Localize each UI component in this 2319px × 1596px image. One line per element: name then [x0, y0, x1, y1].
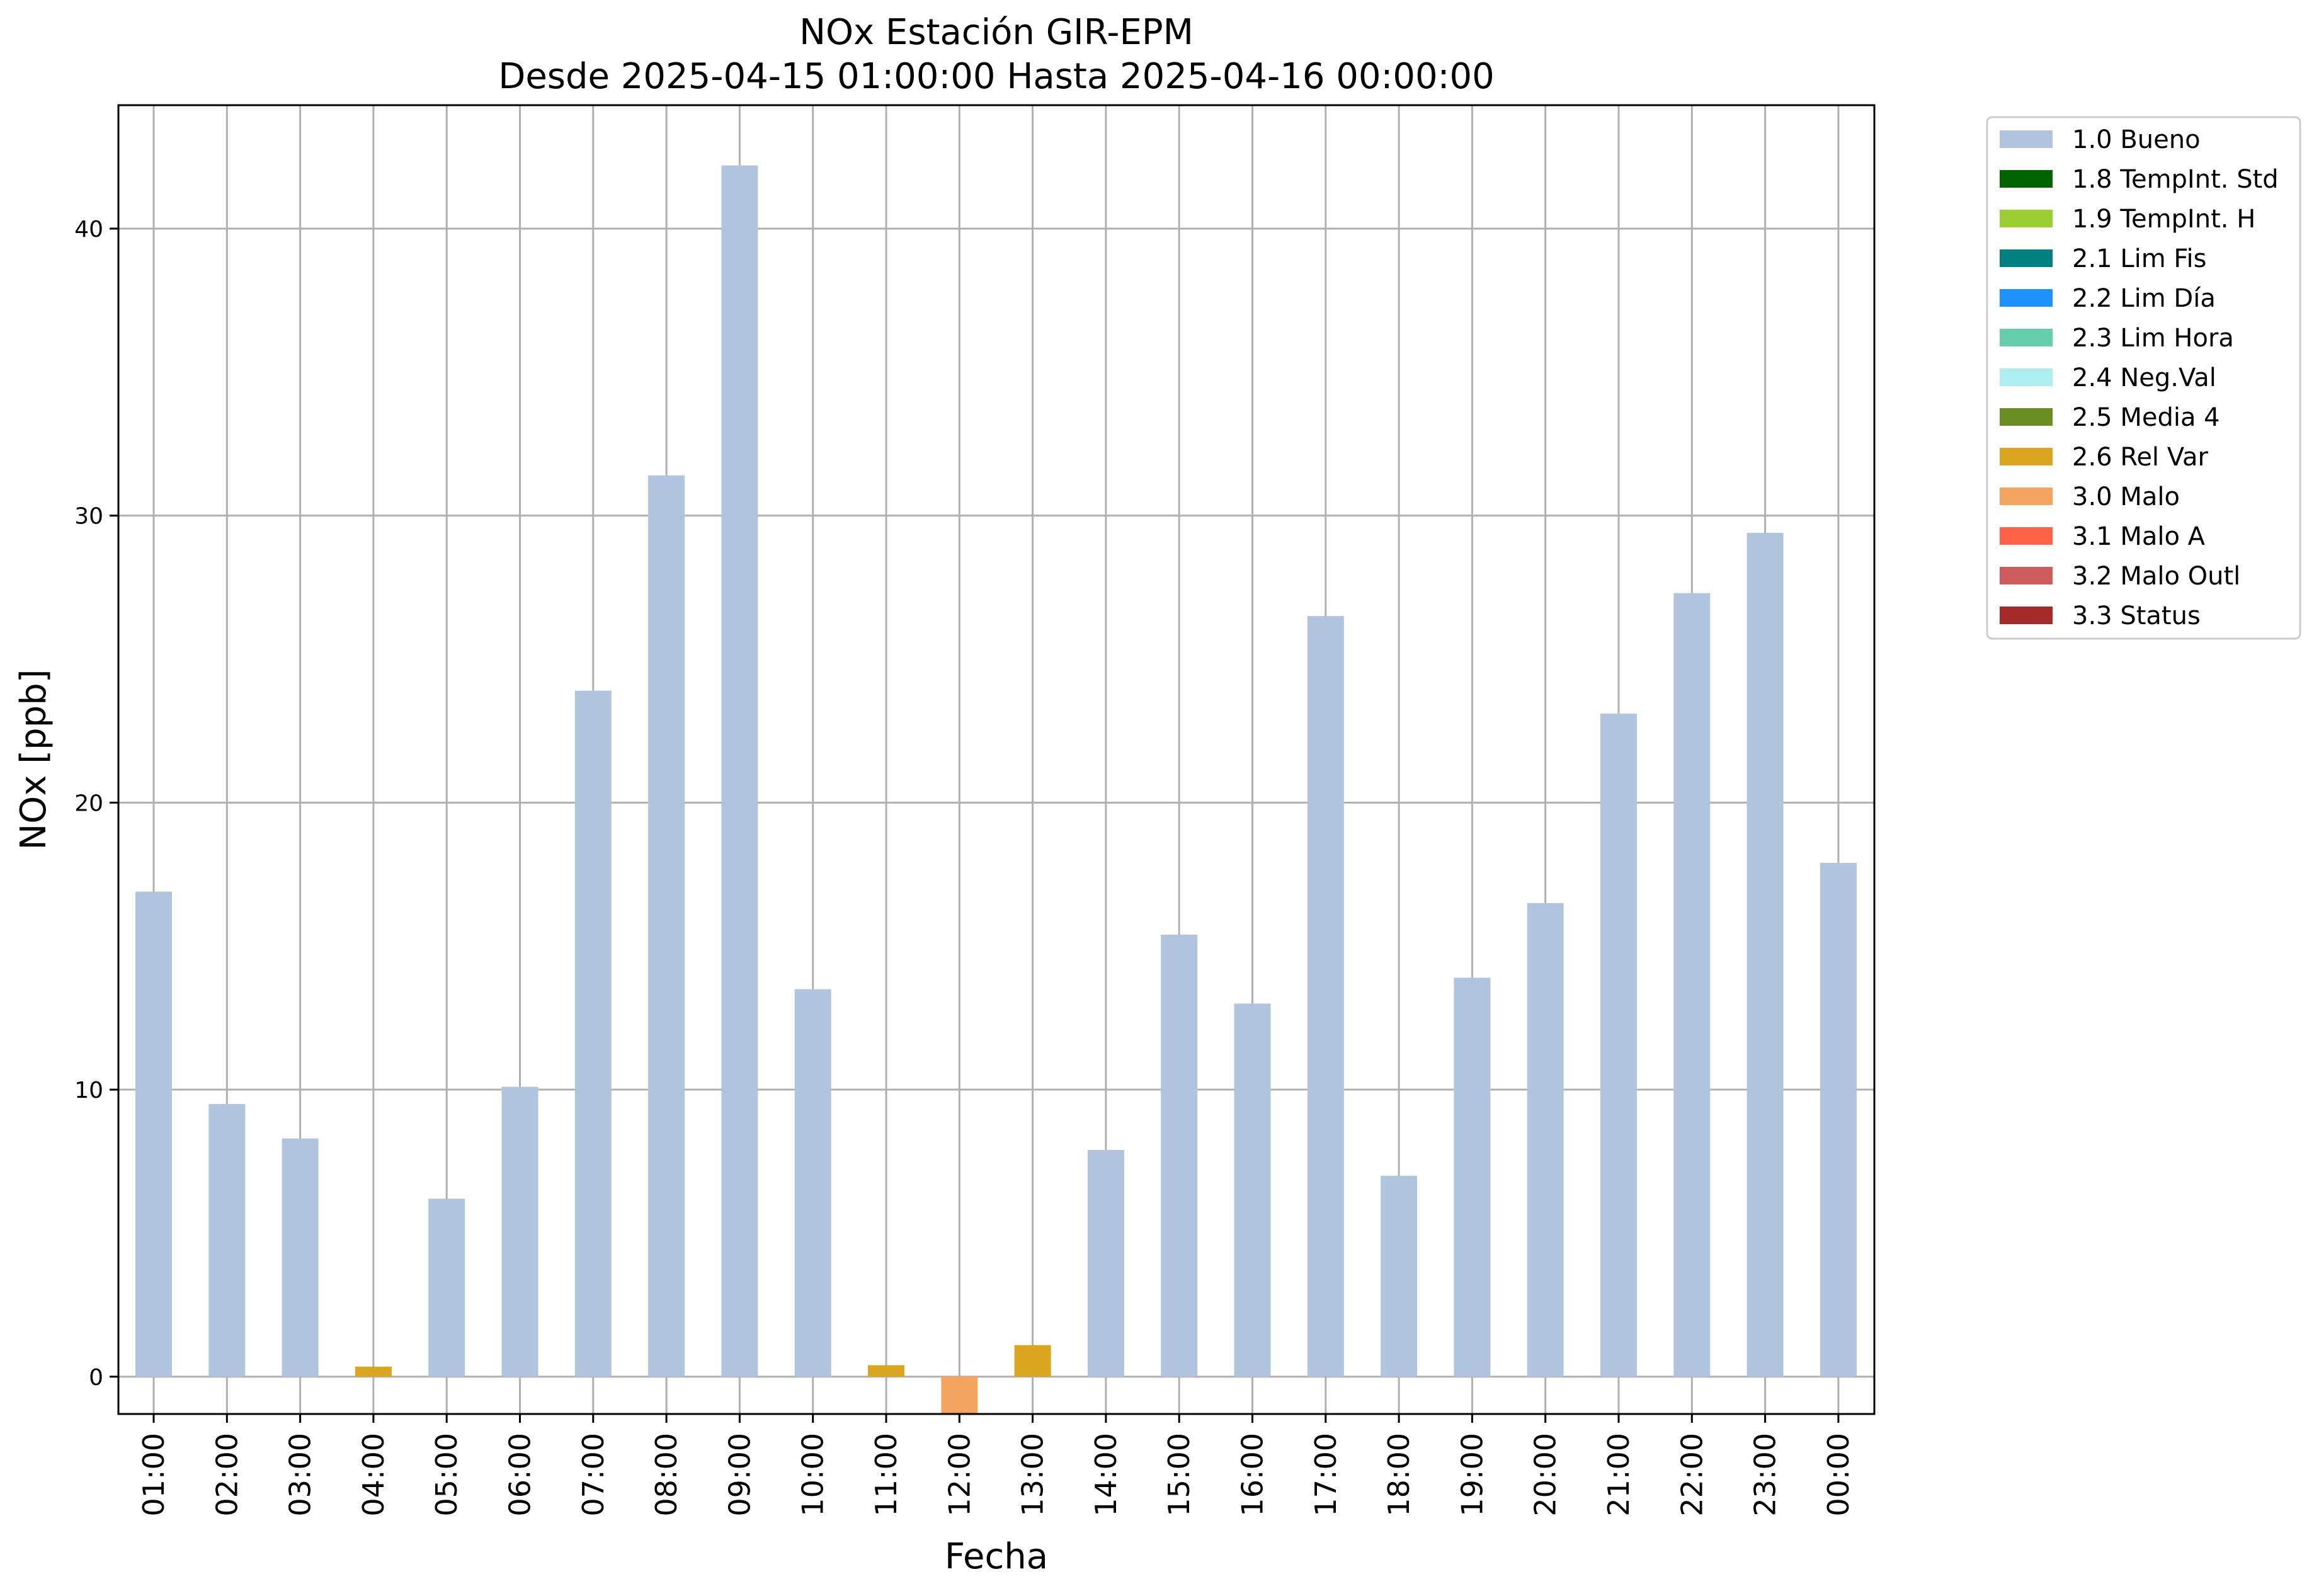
x-tick-label: 18:00 — [1382, 1433, 1416, 1517]
legend-swatch — [2000, 130, 2053, 148]
legend-swatch — [2000, 487, 2053, 505]
legend-label: 2.2 Lim Día — [2072, 284, 2216, 313]
legend-label: 2.1 Lim Fis — [2072, 244, 2206, 273]
x-tick-label: 16:00 — [1236, 1433, 1270, 1517]
legend-swatch — [2000, 607, 2053, 624]
x-tick-label: 14:00 — [1089, 1433, 1123, 1517]
x-tick-label: 04:00 — [356, 1433, 390, 1517]
x-ticks: 01:00 02:00 03:00 04:00 05:00 06:00 07:00 08:00… — [137, 1414, 1855, 1517]
x-tick-label: 13:00 — [1016, 1433, 1050, 1517]
legend-frame — [1986, 116, 2301, 640]
bar-18:00 — [1381, 1175, 1418, 1377]
legend-swatch — [2000, 249, 2053, 267]
legend-label: 2.5 Media 4 — [2072, 403, 2220, 432]
legend-swatch — [2000, 408, 2053, 426]
bar-20:00 — [1527, 903, 1564, 1377]
y-ticks: 0 10 20 30 40 — [74, 217, 118, 1391]
legend-label: 1.9 TempInt. H — [2072, 205, 2255, 234]
bar-17:00 — [1307, 616, 1344, 1377]
x-tick-label: 22:00 — [1675, 1433, 1709, 1517]
x-tick-label: 07:00 — [576, 1433, 610, 1517]
legend-label: 1.8 TempInt. Std — [2072, 165, 2279, 194]
bar-19:00 — [1454, 978, 1491, 1377]
y-tick-label: 30 — [74, 504, 103, 530]
x-tick-label: 08:00 — [649, 1433, 683, 1517]
x-tick-label: 02:00 — [210, 1433, 244, 1517]
chart-subtitle: Desde 2025-04-15 01:00:00 Hasta 2025-04-… — [498, 56, 1495, 97]
x-axis-label: Fecha — [945, 1536, 1048, 1577]
legend-swatch — [2000, 210, 2053, 227]
legend-swatch — [2000, 567, 2053, 584]
bar-03:00 — [282, 1138, 319, 1377]
bar-14:00 — [1087, 1149, 1124, 1377]
legend-label: 2.4 Neg.Val — [2072, 363, 2216, 392]
y-tick-label: 40 — [74, 217, 103, 242]
x-tick-label: 00:00 — [1821, 1433, 1855, 1517]
x-tick-label: 11:00 — [869, 1433, 903, 1517]
x-tick-label: 09:00 — [722, 1433, 756, 1517]
y-tick-label: 0 — [89, 1365, 103, 1391]
legend-label: 1.0 Bueno — [2072, 125, 2201, 154]
x-tick-label: 20:00 — [1529, 1433, 1563, 1517]
legend-label: 3.2 Malo Outl — [2072, 562, 2240, 591]
legend-label: 2.6 Rel Var — [2072, 443, 2209, 472]
bar-07:00 — [574, 690, 612, 1377]
bar-16:00 — [1234, 1003, 1271, 1377]
legend-swatch — [2000, 289, 2053, 307]
x-tick-label: 05:00 — [430, 1433, 464, 1517]
legend-swatch — [2000, 527, 2053, 545]
bar-11:00 — [868, 1365, 904, 1377]
legend-swatch — [2000, 368, 2053, 386]
x-tick-label: 06:00 — [503, 1433, 537, 1517]
x-tick-label: 21:00 — [1602, 1433, 1636, 1517]
bar-23:00 — [1746, 532, 1784, 1377]
legend-label: 3.1 Malo A — [2072, 522, 2206, 551]
x-tick-label: 12:00 — [942, 1433, 976, 1517]
x-tick-label: 03:00 — [283, 1433, 317, 1517]
bar-04:00 — [355, 1366, 392, 1377]
plot-frame — [117, 104, 1876, 1415]
legend-swatch — [2000, 448, 2053, 465]
bar-00:00 — [1820, 863, 1857, 1377]
y-axis-label: NOx [ppb] — [13, 669, 54, 850]
legend: 1.0 Bueno 1.8 TempInt. Std 1.9 TempInt. H 2… — [1986, 116, 2301, 640]
x-tick-label: 17:00 — [1309, 1433, 1343, 1517]
y-tick-label: 20 — [74, 790, 103, 816]
bar-05:00 — [428, 1199, 465, 1377]
bar-08:00 — [648, 475, 685, 1377]
x-tick-label: 23:00 — [1748, 1433, 1782, 1517]
y-tick-label: 10 — [74, 1078, 103, 1103]
bar-22:00 — [1673, 593, 1711, 1377]
bar-01:00 — [135, 891, 172, 1377]
chart-title: NOx Estación GIR-EPM — [799, 12, 1194, 53]
bar-06:00 — [501, 1086, 538, 1377]
bar-13:00 — [1014, 1345, 1051, 1377]
x-tick-label: 19:00 — [1455, 1433, 1489, 1517]
bar-09:00 — [721, 165, 758, 1377]
bar-21:00 — [1600, 714, 1637, 1377]
legend-label: 2.3 Lim Hora — [2072, 324, 2234, 353]
x-tick-label: 01:00 — [137, 1433, 171, 1517]
legend-label: 3.0 Malo — [2072, 482, 2180, 511]
x-tick-label: 15:00 — [1162, 1433, 1196, 1517]
bars-group — [135, 165, 1857, 1414]
legend-label: 3.3 Status — [2072, 601, 2201, 630]
bar-10:00 — [794, 989, 831, 1377]
bar-12:00 — [941, 1376, 978, 1414]
bar-15:00 — [1161, 934, 1198, 1377]
bar-02:00 — [208, 1103, 246, 1377]
legend-swatch — [2000, 170, 2053, 188]
legend-swatch — [2000, 329, 2053, 346]
x-tick-label: 10:00 — [796, 1433, 830, 1517]
